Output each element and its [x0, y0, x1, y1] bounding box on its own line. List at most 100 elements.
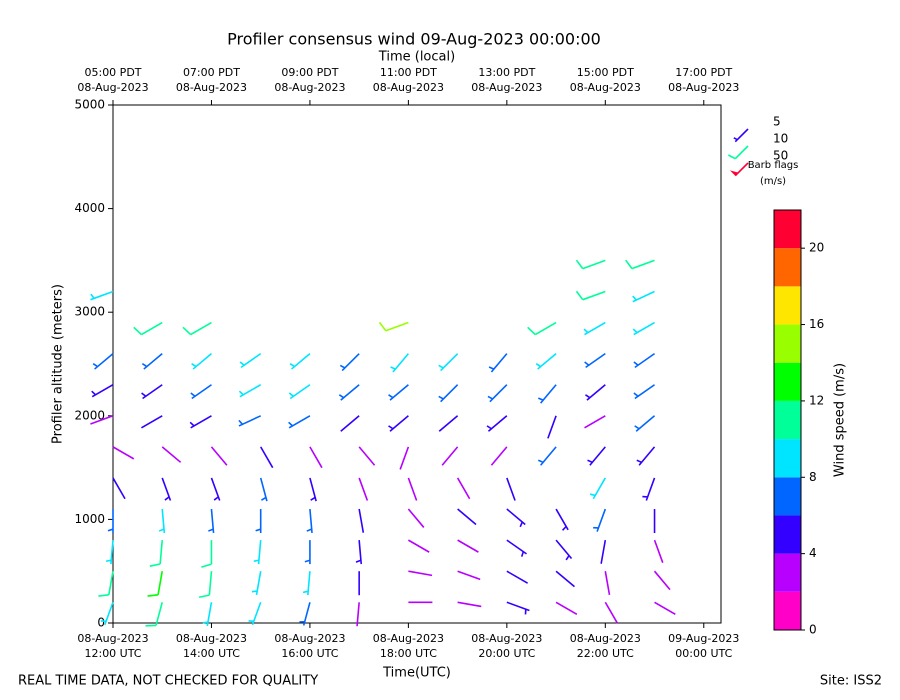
barb-half: [587, 459, 593, 464]
barb-staff: [157, 571, 164, 595]
wind-barb: [355, 540, 363, 565]
colorbar-segment: [774, 324, 801, 363]
barb-half: [239, 361, 245, 366]
barb-half: [537, 397, 544, 401]
barb-staff: [341, 353, 360, 372]
wind-barb: [486, 415, 508, 432]
barb-staff: [638, 446, 656, 466]
barb-staff: [161, 508, 166, 534]
barb-staff: [592, 477, 607, 500]
barb-staff: [309, 446, 323, 469]
wind-barb: [438, 384, 459, 403]
barb-staff: [161, 446, 182, 463]
x-tick-label: 08-Aug-2023: [373, 632, 444, 645]
barb-staff: [634, 384, 655, 400]
barb-half: [589, 493, 596, 497]
wind-barb: [98, 571, 114, 597]
barb-half: [583, 328, 589, 334]
barb-full: [575, 259, 584, 270]
barb-staff: [634, 352, 655, 369]
y-axis-label: Profiler altitude (meters): [51, 284, 66, 444]
barb-half: [388, 394, 394, 399]
barb-full: [727, 154, 736, 160]
wind-barb: [100, 602, 114, 626]
wind-barb: [555, 601, 578, 615]
legend-barb: [729, 162, 749, 177]
barb-half: [213, 496, 219, 501]
barb-half: [537, 459, 544, 464]
legend-label: 10: [773, 132, 788, 146]
x-tick-label: 16:00 UTC: [281, 647, 338, 660]
top-x-tick-label: 15:00 PDT: [577, 66, 634, 79]
barb-full: [149, 563, 161, 567]
wind-barb: [653, 539, 664, 563]
barb-staff: [589, 446, 606, 466]
legend-barb: [727, 145, 749, 160]
barb-staff: [734, 128, 749, 143]
barb-staff: [191, 384, 212, 400]
wind-barb: [575, 259, 606, 270]
barb-half: [190, 392, 196, 397]
barb-half: [390, 366, 396, 370]
barb-half: [251, 590, 258, 593]
barb-half: [584, 361, 590, 366]
barb-staff: [582, 259, 606, 270]
x-tick-label: 08-Aug-2023: [274, 632, 345, 645]
barb-half: [520, 551, 525, 557]
y-tick-label: 4000: [74, 201, 105, 215]
barb-half: [634, 425, 640, 430]
wind-barb: [555, 539, 573, 561]
colorbar-segment: [774, 477, 801, 516]
barb-staff: [90, 415, 114, 425]
legend-label: 5: [773, 115, 781, 129]
wind-barb: [604, 571, 611, 595]
wind-barb: [141, 415, 163, 429]
wind-barb: [457, 508, 477, 526]
barb-half: [486, 425, 492, 430]
barb-half: [238, 419, 244, 425]
colorbar-tick-label: 4: [809, 546, 817, 560]
barb-staff: [457, 601, 482, 608]
colorbar-segment: [774, 248, 801, 287]
barb-staff: [645, 477, 656, 501]
colorbar-segment: [774, 553, 801, 592]
wind-barb: [537, 446, 557, 466]
x-tick-label: 12:00 UTC: [84, 647, 141, 660]
barb-staff: [389, 415, 409, 432]
wind-barb: [584, 352, 606, 369]
barb-half: [107, 528, 114, 532]
x-tick-label: 09-Aug-2023: [668, 632, 739, 645]
y-tick-label: 2000: [74, 408, 105, 422]
barb-half: [304, 559, 311, 563]
wind-barb: [438, 353, 459, 372]
barb-staff: [302, 602, 311, 626]
wind-barb: [358, 508, 365, 533]
barb-half: [565, 555, 570, 561]
barb-staff: [155, 602, 164, 626]
barb-half: [633, 361, 639, 366]
legend-label: 50: [773, 149, 788, 163]
wind-barb: [309, 477, 317, 502]
barb-half: [633, 392, 639, 397]
wind-barb: [585, 384, 606, 401]
barb-staff: [547, 415, 557, 439]
wind-barb: [457, 539, 479, 553]
wind-barb: [112, 477, 126, 500]
barb-staff: [112, 477, 126, 500]
barb-half: [339, 364, 346, 369]
barb-half: [92, 363, 98, 368]
top-x-tick-label: 08-Aug-2023: [176, 81, 247, 94]
barb-staff: [90, 290, 114, 301]
barb-staff: [399, 446, 410, 470]
barb-staff: [104, 602, 114, 626]
wind-barb: [201, 540, 213, 568]
barb-staff: [161, 477, 172, 501]
barb-half: [438, 364, 444, 369]
barb-half: [338, 394, 345, 399]
barb-full: [133, 326, 142, 336]
wind-barb: [390, 353, 409, 373]
top-x-tick-label: 08-Aug-2023: [274, 81, 345, 94]
top-x-tick-label: 11:00 PDT: [380, 66, 437, 79]
barb-half: [302, 590, 309, 594]
